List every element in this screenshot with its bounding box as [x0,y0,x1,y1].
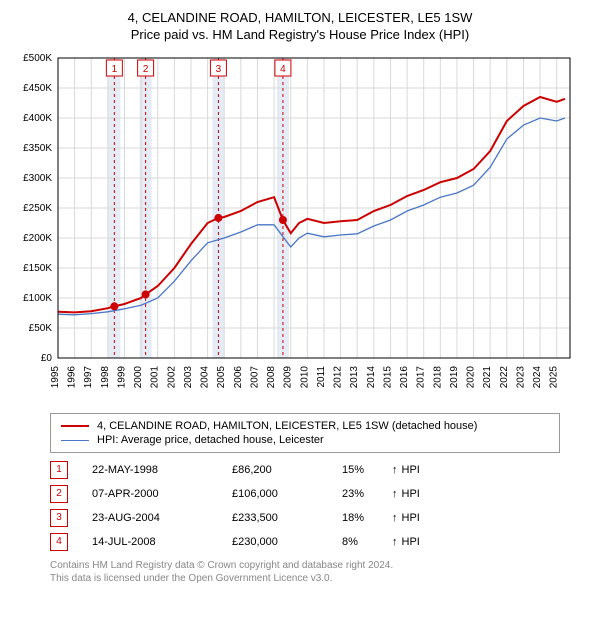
price-chart: £0 £50K £100K £150K £200K £250K £300K £350K £400… [10,48,590,403]
x-axis-label: 2004 [200,366,211,389]
x-axis-label: 1997 [83,366,94,389]
up-arrow-icon: ↑ [392,512,398,524]
title-line-2: Price paid vs. HM Land Registry's House … [10,27,590,42]
x-axis-label: 2008 [266,366,277,389]
x-axis-label: 2006 [233,366,244,389]
sale-suffix: HPI [402,512,420,524]
x-axis-label: 2014 [366,366,377,389]
sale-num-box: 4 [50,533,68,551]
x-axis-label: 2020 [466,366,477,389]
sale-marker-num: 4 [280,64,286,75]
x-axis-label: 1998 [100,366,111,389]
chart-svg: £0 £50K £100K £150K £200K £250K £300K £350K £400… [10,48,590,398]
sales-row: 1 22-MAY-1998£86,20015%↑ HPI [50,461,560,479]
sale-num-box: 1 [50,461,68,479]
x-axis-label: 2025 [549,366,560,389]
x-axis-label: 2017 [416,366,427,389]
sale-pct: 8% [342,536,392,548]
x-axis-label: 2018 [432,366,443,389]
sale-date: 14-JUL-2008 [92,536,232,548]
y-axis-label: £50K [29,323,53,334]
x-axis-label: 2011 [316,366,327,388]
footer-line-2: This data is licensed under the Open Gov… [50,572,560,585]
legend-row: HPI: Average price, detached house, Leic… [61,434,549,446]
sale-pct: 23% [342,488,392,500]
sale-marker-num: 2 [143,64,149,75]
sale-dot [279,216,287,224]
sale-pct: 15% [342,464,392,476]
y-axis-label: £400K [23,113,52,124]
x-axis-label: 2005 [216,366,227,389]
sale-dot [110,302,118,310]
x-axis-label: 1995 [50,366,61,389]
series-price_paid [58,97,565,312]
x-axis-label: 2022 [499,366,510,389]
sales-row: 4 14-JUL-2008£230,0008%↑ HPI [50,533,560,551]
x-axis-label: 2019 [449,366,460,389]
sale-pct: 18% [342,512,392,524]
sale-dot [214,214,222,222]
x-axis-label: 2021 [482,366,493,389]
legend-swatch [61,425,89,427]
legend: 4, CELANDINE ROAD, HAMILTON, LEICESTER, … [50,413,560,453]
sale-price: £230,000 [232,536,342,548]
sale-suffix: HPI [402,488,420,500]
sale-price: £233,500 [232,512,342,524]
up-arrow-icon: ↑ [392,536,398,548]
sale-price: £106,000 [232,488,342,500]
sale-marker-num: 1 [112,64,118,75]
y-axis-label: £0 [41,353,53,364]
sale-num-box: 2 [50,485,68,503]
y-axis-label: £500K [23,53,52,64]
x-axis-label: 2009 [283,366,294,389]
chart-title-block: 4, CELANDINE ROAD, HAMILTON, LEICESTER, … [10,10,590,42]
sales-row: 2 07-APR-2000£106,00023%↑ HPI [50,485,560,503]
sale-suffix: HPI [402,536,420,548]
y-axis-label: £450K [23,83,52,94]
sale-price: £86,200 [232,464,342,476]
x-axis-label: 2003 [183,366,194,389]
x-axis-label: 1999 [116,366,127,389]
x-axis-label: 2015 [382,366,393,389]
sales-row: 3 23-AUG-2004£233,50018%↑ HPI [50,509,560,527]
x-axis-label: 2024 [532,366,543,389]
sale-marker-num: 3 [216,64,222,75]
y-axis-label: £100K [23,293,52,304]
sale-date: 23-AUG-2004 [92,512,232,524]
y-axis-label: £200K [23,233,52,244]
x-axis-label: 2016 [399,366,410,389]
y-axis-label: £150K [23,263,52,274]
x-axis-label: 1996 [67,366,78,389]
footer-attribution: Contains HM Land Registry data © Crown c… [50,559,560,585]
x-axis-label: 2007 [249,366,260,389]
legend-label: HPI: Average price, detached house, Leic… [97,434,324,446]
up-arrow-icon: ↑ [392,464,398,476]
y-axis-label: £350K [23,143,52,154]
x-axis-label: 2023 [515,366,526,389]
legend-label: 4, CELANDINE ROAD, HAMILTON, LEICESTER, … [97,420,477,432]
y-axis-label: £250K [23,203,52,214]
footer-line-1: Contains HM Land Registry data © Crown c… [50,559,560,572]
x-axis-label: 2012 [333,366,344,389]
y-axis-label: £300K [23,173,52,184]
x-axis-label: 2000 [133,366,144,389]
up-arrow-icon: ↑ [392,488,398,500]
sale-suffix: HPI [402,464,420,476]
sale-date: 22-MAY-1998 [92,464,232,476]
sale-num-box: 3 [50,509,68,527]
x-axis-label: 2002 [166,366,177,389]
legend-swatch [61,440,89,441]
title-line-1: 4, CELANDINE ROAD, HAMILTON, LEICESTER, … [10,10,590,25]
x-axis-label: 2013 [349,366,360,389]
sale-date: 07-APR-2000 [92,488,232,500]
sale-dot [142,290,150,298]
x-axis-label: 2010 [299,366,310,389]
sales-table: 122-MAY-1998£86,20015%↑HPI207-APR-2000£1… [50,461,560,551]
x-axis-label: 2001 [150,366,161,389]
legend-row: 4, CELANDINE ROAD, HAMILTON, LEICESTER, … [61,420,549,432]
